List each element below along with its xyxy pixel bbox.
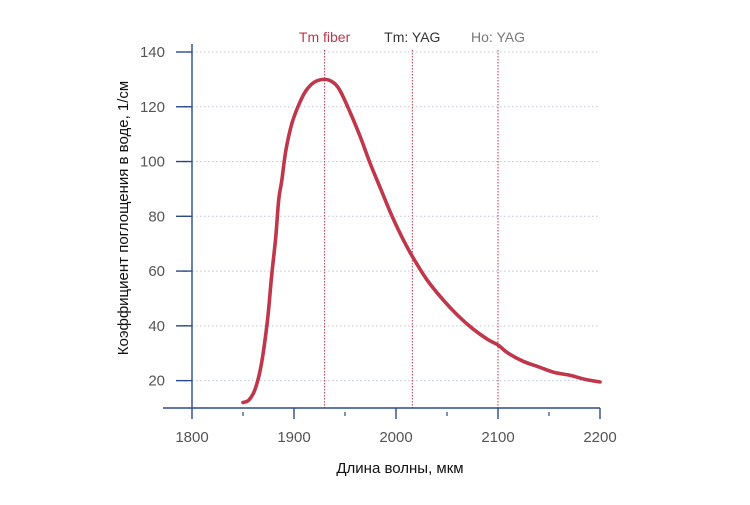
series-line-0 bbox=[241, 77, 602, 405]
series-layer bbox=[241, 77, 602, 405]
y-tick-label: 140 bbox=[140, 44, 165, 61]
grid-layer bbox=[192, 51, 600, 382]
y-tick-label: 20 bbox=[148, 373, 165, 390]
label-layer: Tm fiber Tm: YAG Ho: YAG 20 40 60 80 100 120 140 1… bbox=[140, 29, 617, 446]
x-tick-label: 2200 bbox=[583, 429, 616, 446]
marker-label-1: Tm: YAG bbox=[384, 29, 440, 45]
y-tick-label: 40 bbox=[148, 318, 165, 335]
y-tick-label: 100 bbox=[140, 154, 165, 171]
marker-label-2: Ho: YAG bbox=[471, 29, 525, 45]
x-tick-label: 2000 bbox=[379, 429, 412, 446]
x-tick-label: 2100 bbox=[481, 429, 514, 446]
y-axis-title: Коэффициент поглощения в воде, 1/см bbox=[115, 81, 132, 355]
marker-label-0: Tm fiber bbox=[299, 29, 351, 45]
axis-layer bbox=[163, 44, 601, 419]
y-tick-label: 60 bbox=[148, 263, 165, 280]
marker-layer bbox=[324, 50, 499, 408]
x-tick-label: 1800 bbox=[175, 429, 208, 446]
y-tick-label: 120 bbox=[140, 99, 165, 116]
y-tick-label: 80 bbox=[148, 208, 165, 225]
x-tick-label: 1900 bbox=[277, 429, 310, 446]
x-axis-title: Длина волны, мкм bbox=[336, 460, 463, 477]
